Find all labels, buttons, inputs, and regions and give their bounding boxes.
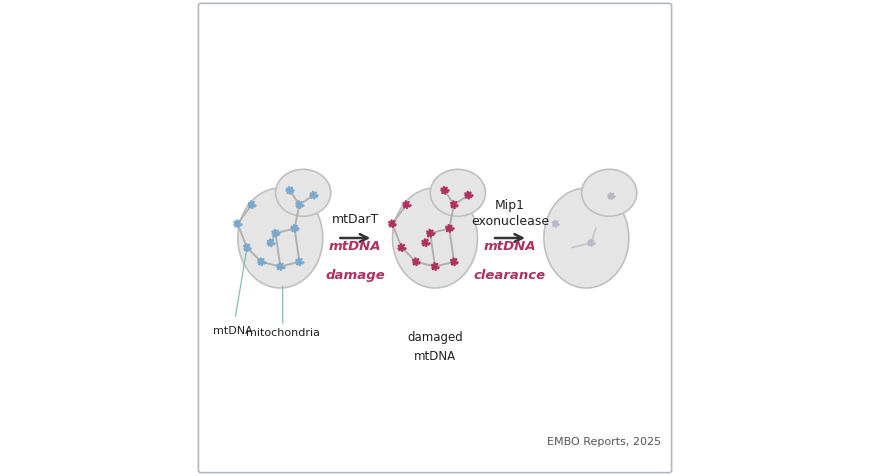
- Text: mtDarT: mtDarT: [331, 213, 379, 226]
- Text: mtDNA: mtDNA: [213, 326, 252, 336]
- Text: exonuclease: exonuclease: [470, 216, 548, 228]
- Text: damage: damage: [325, 269, 385, 282]
- Text: mtDNA: mtDNA: [328, 240, 381, 253]
- FancyBboxPatch shape: [198, 3, 671, 473]
- Text: clearance: clearance: [474, 269, 546, 282]
- Text: mtDNA: mtDNA: [414, 350, 455, 363]
- Ellipse shape: [275, 169, 330, 216]
- Text: Mip1: Mip1: [494, 199, 524, 212]
- Text: mitochondria: mitochondria: [245, 328, 319, 338]
- Text: EMBO Reports, 2025: EMBO Reports, 2025: [547, 437, 660, 447]
- Text: damaged: damaged: [407, 331, 462, 344]
- Text: mtDNA: mtDNA: [483, 240, 535, 253]
- Ellipse shape: [543, 188, 628, 288]
- Ellipse shape: [237, 188, 322, 288]
- Ellipse shape: [581, 169, 636, 216]
- Ellipse shape: [430, 169, 485, 216]
- Ellipse shape: [392, 188, 477, 288]
